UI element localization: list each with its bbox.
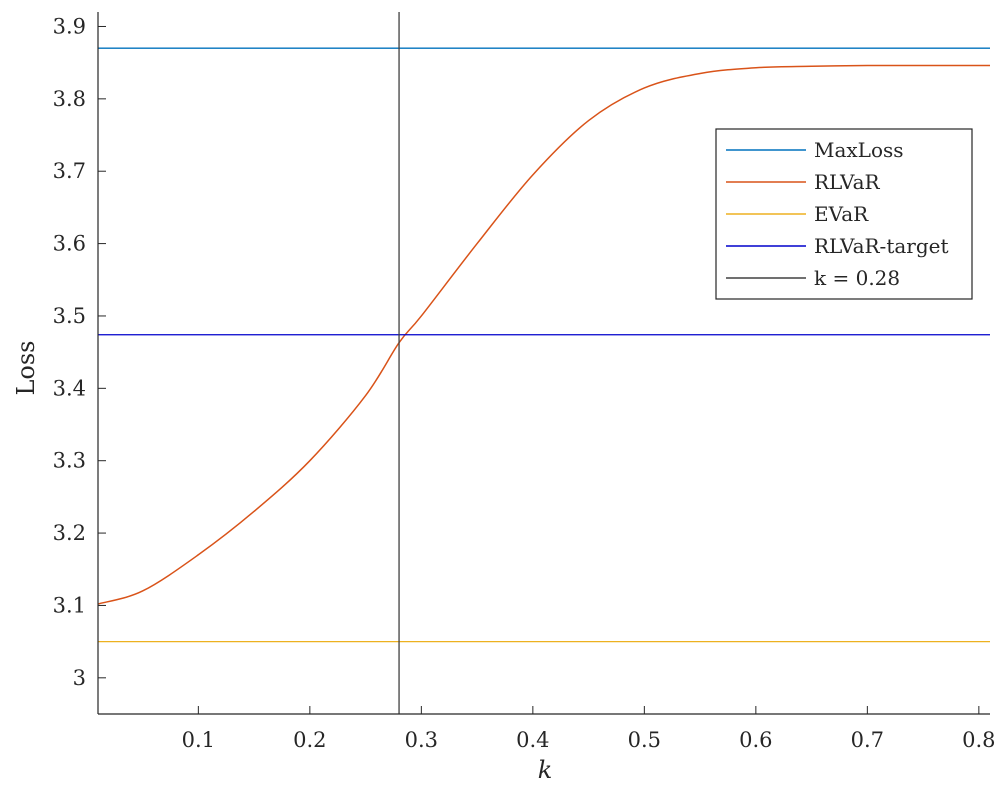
x-tick-label: 0.8 <box>962 728 995 752</box>
y-tick-label: 3.9 <box>53 14 86 38</box>
legend-label-rlvar-target: RLVaR-target <box>814 234 949 258</box>
legend-label-k-0-28: k = 0.28 <box>814 266 900 290</box>
legend-label-evar: EVaR <box>814 202 869 226</box>
legend-label-maxloss: MaxLoss <box>814 138 904 162</box>
x-tick-label: 0.1 <box>182 728 215 752</box>
x-tick-label: 0.2 <box>293 728 326 752</box>
x-tick-label: 0.3 <box>405 728 438 752</box>
series-line-rlvar <box>97 64 990 605</box>
plot-lines <box>97 12 990 714</box>
y-tick-label: 3.7 <box>53 159 86 183</box>
y-tick-label: 3.6 <box>53 232 86 256</box>
y-tick-label: 3.4 <box>53 376 86 400</box>
y-tick-label: 3.2 <box>53 521 86 545</box>
y-tick-label: 3 <box>73 666 86 690</box>
y-tick-label: 3.8 <box>53 87 86 111</box>
ticks: 0.1 0.2 0.3 0.4 0.5 0.6 0.7 0.8 3 3.1 3.2 3.3 3.4 3.5… <box>53 14 996 752</box>
x-tick-label: 0.7 <box>851 728 884 752</box>
legend-label-rlvar: RLVaR <box>814 170 880 194</box>
x-tick-label: 0.6 <box>739 728 772 752</box>
legend: MaxLoss RLVaR EVaR RLVaR-target k = 0.28 <box>715 128 973 300</box>
axes <box>97 12 990 715</box>
x-tick-label: 0.4 <box>516 728 549 752</box>
y-tick-label: 3.1 <box>53 593 86 617</box>
x-axis-title: k <box>538 756 553 784</box>
y-axis-title: Loss <box>12 340 40 395</box>
y-tick-label: 3.5 <box>53 304 86 328</box>
x-tick-label: 0.5 <box>628 728 661 752</box>
y-tick-label: 3.3 <box>53 449 86 473</box>
